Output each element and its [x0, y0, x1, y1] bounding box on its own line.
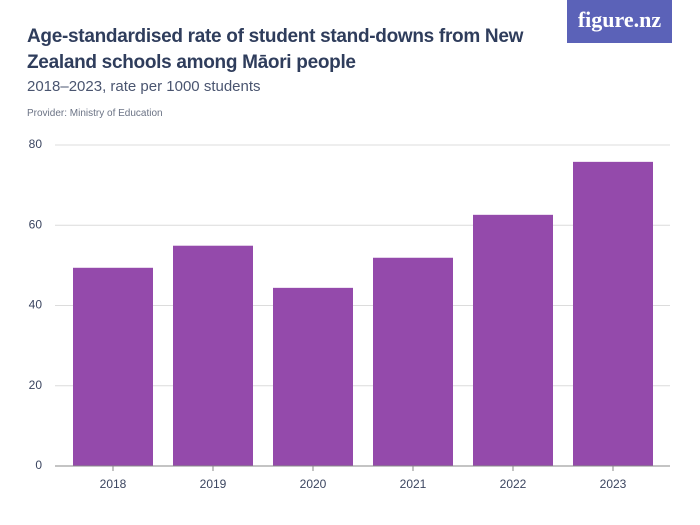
x-tick-label: 2021 [400, 477, 427, 491]
bar [73, 267, 153, 466]
y-tick-label: 20 [29, 378, 43, 392]
y-tick-label: 40 [29, 298, 43, 312]
bar [373, 257, 453, 466]
chart-title: Age-standardised rate of student stand-d… [27, 26, 524, 73]
bar [273, 287, 353, 466]
x-tick-label: 2023 [600, 477, 627, 491]
bar [173, 245, 253, 466]
x-tick-label: 2020 [300, 477, 327, 491]
bar [473, 214, 553, 466]
x-tick-label: 2022 [500, 477, 527, 491]
provider: Provider: Ministry of Education [27, 108, 163, 119]
logo[interactable]: figure.nz [567, 0, 672, 43]
y-tick-label: 60 [29, 217, 43, 231]
x-tick-label: 2019 [200, 477, 227, 491]
bar [573, 161, 653, 467]
chart-subtitle: 2018–2023, rate per 1000 students [27, 78, 261, 95]
x-tick-label: 2018 [100, 477, 127, 491]
y-tick-label: 80 [29, 137, 43, 151]
y-tick-label: 0 [35, 458, 42, 472]
